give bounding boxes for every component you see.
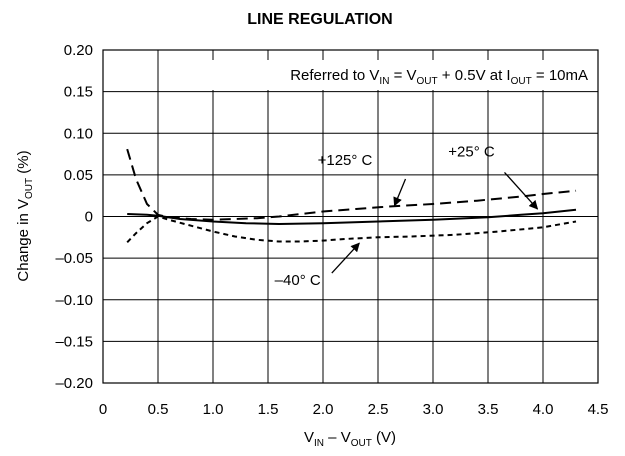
x-tick-label: 2.5: [368, 401, 389, 418]
series-lines: [126, 148, 577, 243]
x-tick-label: 4.0: [533, 401, 554, 418]
x-tick-label: 3.0: [423, 401, 444, 418]
y-tick-label: –0.10: [55, 292, 93, 309]
x-axis-label: VIN – VOUT (V): [304, 429, 396, 449]
y-tick-label: 0.05: [64, 167, 93, 184]
callout-label-125-c: +125° C: [318, 152, 373, 169]
grid: [103, 50, 598, 383]
y-tick-label: –0.05: [55, 250, 93, 267]
callout-label-40-c: –40° C: [275, 272, 321, 289]
x-tick-label: 1.5: [258, 401, 279, 418]
callout-arrow-25-c: [504, 171, 539, 210]
y-tick-label: 0.20: [64, 42, 93, 59]
chart-title: LINE REGULATION: [247, 11, 392, 28]
y-axis-label: Change in VOUT (%): [15, 150, 35, 281]
callouts: +125° C +25° C –40° C: [275, 144, 539, 289]
callout-arrow-40-c: [331, 242, 360, 274]
series-line-40-c: [126, 215, 577, 243]
y-tick-label: –0.20: [55, 375, 93, 392]
x-tick-label: 4.5: [588, 401, 609, 418]
callout-label-25-c: +25° C: [448, 144, 495, 161]
y-tick-label: 0: [85, 209, 93, 226]
x-tick-label: 2.0: [313, 401, 334, 418]
series-line-25-c: [127, 208, 577, 226]
x-tick-label: 3.5: [478, 401, 499, 418]
y-tick-label: 0.10: [64, 125, 93, 142]
annotation-text: Referred to VIN = VOUT + 0.5V at IOUT = …: [290, 67, 588, 87]
x-tick-label: 0: [99, 401, 107, 418]
y-tick-labels: 0.20 0.15 0.10 0.05 0 –0.05 –0.10 –0.15 –0.20: [55, 42, 93, 392]
plot-frame: [102, 49, 599, 384]
x-tick-labels: 0 0.5 1.0 1.5 2.0 2.5 3.0 3.5 4.0 4.5: [99, 401, 609, 418]
y-tick-label: 0.15: [64, 84, 93, 101]
annotation-box: Referred to VIN = VOUT + 0.5V at IOUT = …: [212, 60, 592, 90]
x-tick-label: 0.5: [148, 401, 169, 418]
callout-arrow-125-c: [393, 178, 407, 207]
y-tick-label: –0.15: [55, 333, 93, 350]
x-tick-label: 1.0: [203, 401, 224, 418]
